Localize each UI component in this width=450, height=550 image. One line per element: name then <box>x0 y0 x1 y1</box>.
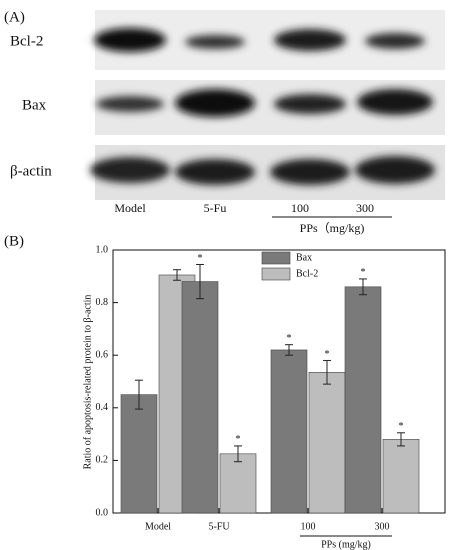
lane-label: 100 <box>291 201 309 215</box>
bar <box>219 453 257 514</box>
lane-label: 300 <box>356 201 374 215</box>
legend-label: Bcl-2 <box>296 268 318 279</box>
bar <box>382 439 420 514</box>
x-tick-label: 300 <box>375 521 390 532</box>
panel-label: (A) <box>4 9 25 25</box>
bar <box>270 349 308 514</box>
lane-label: Model <box>114 201 146 215</box>
x-tick-label: Model <box>145 521 171 532</box>
row-label: β-actin <box>10 163 52 179</box>
y-tick-label: 1.0 <box>96 244 109 255</box>
legend-label: Bax <box>296 252 312 263</box>
x-tick-label: 100 <box>301 521 316 532</box>
significance-label: * <box>399 421 404 432</box>
group-label: PPs (mg/kg) <box>321 539 371 550</box>
bar <box>308 371 346 514</box>
y-tick-label: 0.4 <box>96 402 109 413</box>
significance-label: * <box>236 434 241 445</box>
panel-label: (B) <box>4 233 24 249</box>
bands <box>90 28 435 185</box>
y-tick-label: 0.6 <box>96 349 109 360</box>
significance-label: * <box>198 253 203 264</box>
bar <box>181 281 219 514</box>
bar <box>344 286 382 514</box>
legend-swatch <box>261 267 291 281</box>
bar <box>120 394 158 514</box>
significance-label: * <box>361 267 366 278</box>
y-axis-label: Ratio of apoptosis-related protein to β-… <box>82 295 93 470</box>
group-label: PPs（mg/kg) <box>300 221 365 235</box>
y-tick-label: 0.8 <box>96 297 109 308</box>
row-label: Bax <box>22 97 47 113</box>
x-tick-label: 5-FU <box>208 521 230 532</box>
y-tick-label: 0.2 <box>96 455 109 466</box>
row-label: Bcl-2 <box>10 33 43 49</box>
y-tick-label: 0.0 <box>96 507 109 518</box>
blot <box>90 10 445 200</box>
legend-swatch <box>261 251 291 265</box>
significance-label: * <box>325 349 330 360</box>
plot: 0.0 0.2 0.4 0.6 0.8 1.0 Model 5-FU * * 100 * * 300 * * B… <box>96 244 420 532</box>
lane-label: 5-Fu <box>204 201 227 215</box>
significance-label: * <box>287 333 292 344</box>
